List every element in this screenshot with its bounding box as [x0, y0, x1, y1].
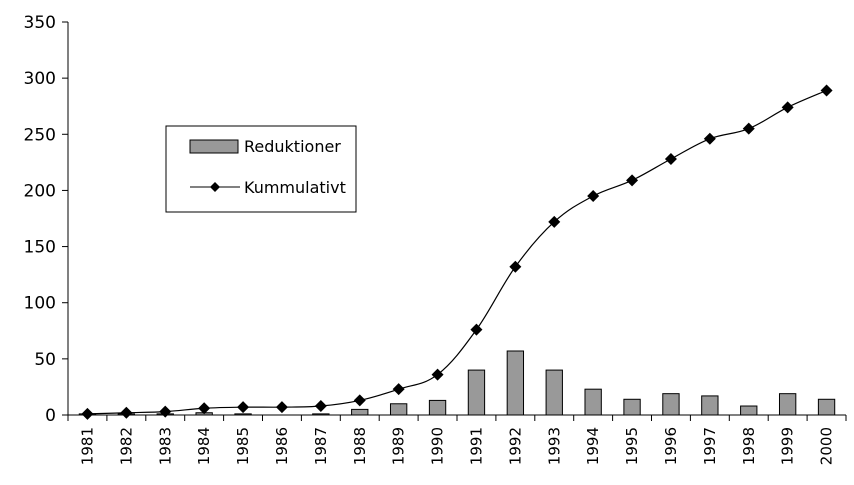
- bar: [623, 398, 641, 416]
- y-tick-label: 250: [24, 125, 56, 145]
- bar: [312, 413, 330, 416]
- legend-swatch-bar: [189, 139, 239, 154]
- y-tick-label: 150: [24, 238, 56, 258]
- x-tick-label: 1990: [429, 427, 447, 465]
- y-tick-label: 50: [34, 350, 56, 370]
- x-axis: 1981 1982 1983 1984 1985 1986 1987 1988 1989 1990…: [67, 414, 847, 465]
- line-marker: [314, 400, 327, 413]
- x-tick-label: 1997: [701, 427, 719, 465]
- x-tick-label: 1983: [156, 427, 174, 465]
- line-marker: [703, 132, 716, 145]
- legend-label-bar: Reduktioner: [244, 137, 341, 156]
- bar: [428, 399, 447, 416]
- bar: [817, 398, 836, 416]
- x-tick-label: 1982: [117, 427, 135, 465]
- x-tick-label: 1994: [584, 427, 602, 465]
- y-tick-label: 300: [24, 69, 56, 89]
- bar: [545, 369, 563, 416]
- x-tick-label: 1987: [312, 427, 330, 465]
- bar: [701, 395, 719, 416]
- line-marker: [431, 368, 444, 381]
- x-tick-label: 1981: [78, 427, 96, 465]
- bar: [584, 388, 602, 416]
- line-marker: [548, 215, 561, 228]
- line-marker: [159, 405, 172, 418]
- line-marker: [626, 174, 639, 187]
- y-tick-label: 200: [24, 181, 56, 201]
- line-marker: [81, 407, 94, 420]
- y-tick-label: 0: [45, 406, 56, 426]
- line-marker: [664, 152, 677, 165]
- line-series: [81, 84, 833, 420]
- line-marker: [353, 394, 366, 407]
- bar: [740, 405, 758, 416]
- line-marker: [742, 122, 755, 135]
- bar: [389, 403, 408, 416]
- x-tick-label: 1988: [351, 427, 369, 465]
- bar: [662, 393, 680, 416]
- line-marker: [198, 402, 211, 415]
- x-tick-label: 1991: [467, 427, 485, 465]
- x-tick-label: 1992: [506, 427, 524, 465]
- legend-swatch-marker: [210, 182, 220, 192]
- x-tick-label: 1999: [779, 427, 797, 465]
- y-tick-label: 350: [24, 13, 56, 33]
- x-tick-label: 1995: [623, 427, 641, 465]
- x-tick-label: 1989: [390, 427, 408, 465]
- x-tick-label: 1984: [195, 427, 213, 465]
- line-marker: [237, 401, 250, 414]
- bar: [234, 413, 252, 416]
- x-tick-label: 1998: [740, 427, 758, 465]
- x-tick-label: 1993: [545, 427, 563, 465]
- bar: [506, 350, 525, 416]
- x-tick-label: 1986: [273, 427, 291, 465]
- x-tick-label: 2000: [818, 427, 836, 465]
- line-marker: [587, 190, 600, 203]
- y-axis: 0 50 100 150 200 250 300 350: [24, 13, 69, 426]
- bar: [778, 393, 797, 416]
- x-tick-label: 1985: [234, 427, 252, 465]
- bar: [467, 369, 486, 416]
- line-marker: [509, 260, 522, 273]
- line-marker: [392, 383, 405, 396]
- x-tick-label: 1996: [662, 427, 680, 465]
- line-marker: [120, 406, 133, 419]
- line-marker: [470, 323, 483, 336]
- line-marker: [820, 84, 833, 97]
- y-tick-label: 100: [24, 294, 56, 314]
- legend-label-line: Kummulativt: [244, 178, 346, 197]
- bar: [351, 408, 369, 416]
- line-marker: [275, 401, 288, 414]
- bar-series: [78, 350, 836, 416]
- line-marker: [781, 101, 794, 114]
- legend: Reduktioner Kummulativt: [165, 125, 357, 213]
